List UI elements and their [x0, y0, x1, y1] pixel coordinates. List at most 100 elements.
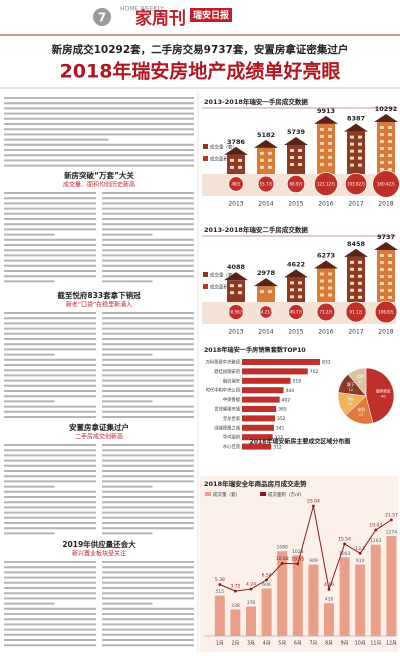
bar — [242, 424, 274, 431]
value-label: 8387 — [347, 115, 365, 123]
trend-point — [390, 518, 393, 522]
slice-value: 17 — [359, 412, 364, 417]
window — [380, 275, 384, 278]
bar — [242, 368, 308, 375]
area-label: 49.7万 — [290, 310, 303, 315]
window — [380, 140, 384, 143]
window — [328, 155, 332, 159]
legend-swatch — [260, 492, 266, 496]
window — [268, 290, 272, 294]
window — [350, 260, 354, 264]
window — [328, 162, 332, 166]
house-roof — [284, 269, 308, 278]
area-label: 71.2万 — [320, 310, 333, 315]
month-label: 3月 — [247, 641, 255, 647]
area-label: 50.56万 — [228, 310, 243, 315]
window — [388, 254, 392, 257]
value-label: 327 — [275, 435, 284, 441]
year-label: 2016 — [318, 329, 333, 336]
month-label: 2月 — [231, 641, 239, 647]
window — [380, 254, 384, 257]
area-label: 103.92万 — [347, 182, 365, 187]
window — [380, 282, 384, 285]
house-body — [257, 147, 275, 174]
bar-label: 绿城理想之城 — [214, 424, 240, 431]
bar — [339, 557, 350, 636]
window — [350, 163, 354, 167]
window — [350, 156, 354, 160]
bar-value: 910 — [356, 558, 365, 564]
window — [380, 268, 384, 271]
window — [230, 284, 234, 288]
area-label: 34.21万 — [258, 310, 273, 315]
bar — [292, 555, 303, 636]
year-label: 2018 — [378, 329, 393, 336]
value-label: 10292 — [375, 105, 398, 113]
window — [230, 165, 234, 169]
house-roof — [314, 260, 338, 269]
house-roof — [224, 146, 248, 155]
value-label: 6273 — [317, 251, 335, 259]
area-label: 55.7万 — [260, 182, 273, 187]
trend-value: 3.72 — [230, 584, 240, 590]
slice-label: 飞云 — [346, 396, 354, 401]
window — [358, 288, 362, 292]
window — [298, 288, 302, 292]
house-body — [287, 145, 305, 174]
window — [388, 147, 392, 150]
trend-value: 10.55 — [291, 556, 304, 562]
window — [230, 158, 234, 162]
window — [388, 140, 392, 143]
house-body — [257, 286, 275, 302]
legend-label: 成交量（套） — [213, 491, 240, 498]
window — [268, 165, 272, 169]
window — [380, 261, 384, 264]
window — [358, 260, 362, 264]
slice-value: 12 — [348, 387, 353, 392]
bar-value: 909 — [309, 558, 318, 564]
house-roof — [374, 242, 398, 250]
legend-swatch — [203, 272, 208, 277]
area-circle — [288, 304, 304, 320]
house-roof — [344, 248, 368, 257]
value-label: 833 — [322, 360, 331, 366]
value-label: 4622 — [287, 260, 305, 268]
trend-point — [249, 587, 253, 591]
area-label: 121.12万 — [317, 182, 335, 187]
chart-title: 2013-2018年瑞安二手房成交数据 — [204, 225, 308, 234]
window — [388, 296, 392, 299]
window — [320, 134, 324, 138]
bar — [230, 609, 241, 636]
window — [260, 158, 264, 162]
window — [328, 141, 332, 145]
trend-point — [265, 578, 268, 582]
article-subheading: 成交量、面积均创历史新高 — [63, 181, 135, 189]
trend-value: 4.24 — [246, 582, 256, 588]
bar — [324, 603, 334, 636]
year-label: 2015 — [288, 201, 303, 208]
window — [380, 133, 384, 136]
legend-swatch — [205, 492, 211, 496]
window — [320, 272, 324, 276]
window — [388, 261, 392, 264]
article-subheading: 二手房成交创新高 — [75, 433, 123, 441]
window — [320, 293, 324, 297]
window — [380, 289, 384, 292]
slice-value: 14 — [347, 401, 352, 406]
window — [328, 286, 332, 290]
window — [328, 293, 332, 297]
month-label: 10月 — [355, 641, 366, 647]
window — [298, 295, 302, 299]
bar-value: 1163 — [370, 538, 382, 544]
trend-value: 10.68 — [276, 556, 289, 562]
window — [350, 267, 354, 271]
trend-point — [374, 528, 378, 532]
trend-value: 5.38 — [215, 577, 225, 583]
window — [350, 288, 354, 292]
bar — [242, 415, 275, 422]
area-circle — [314, 172, 338, 196]
house-roof — [254, 278, 278, 287]
value-label: 312 — [273, 444, 282, 450]
bar-value: 1003 — [339, 551, 351, 557]
